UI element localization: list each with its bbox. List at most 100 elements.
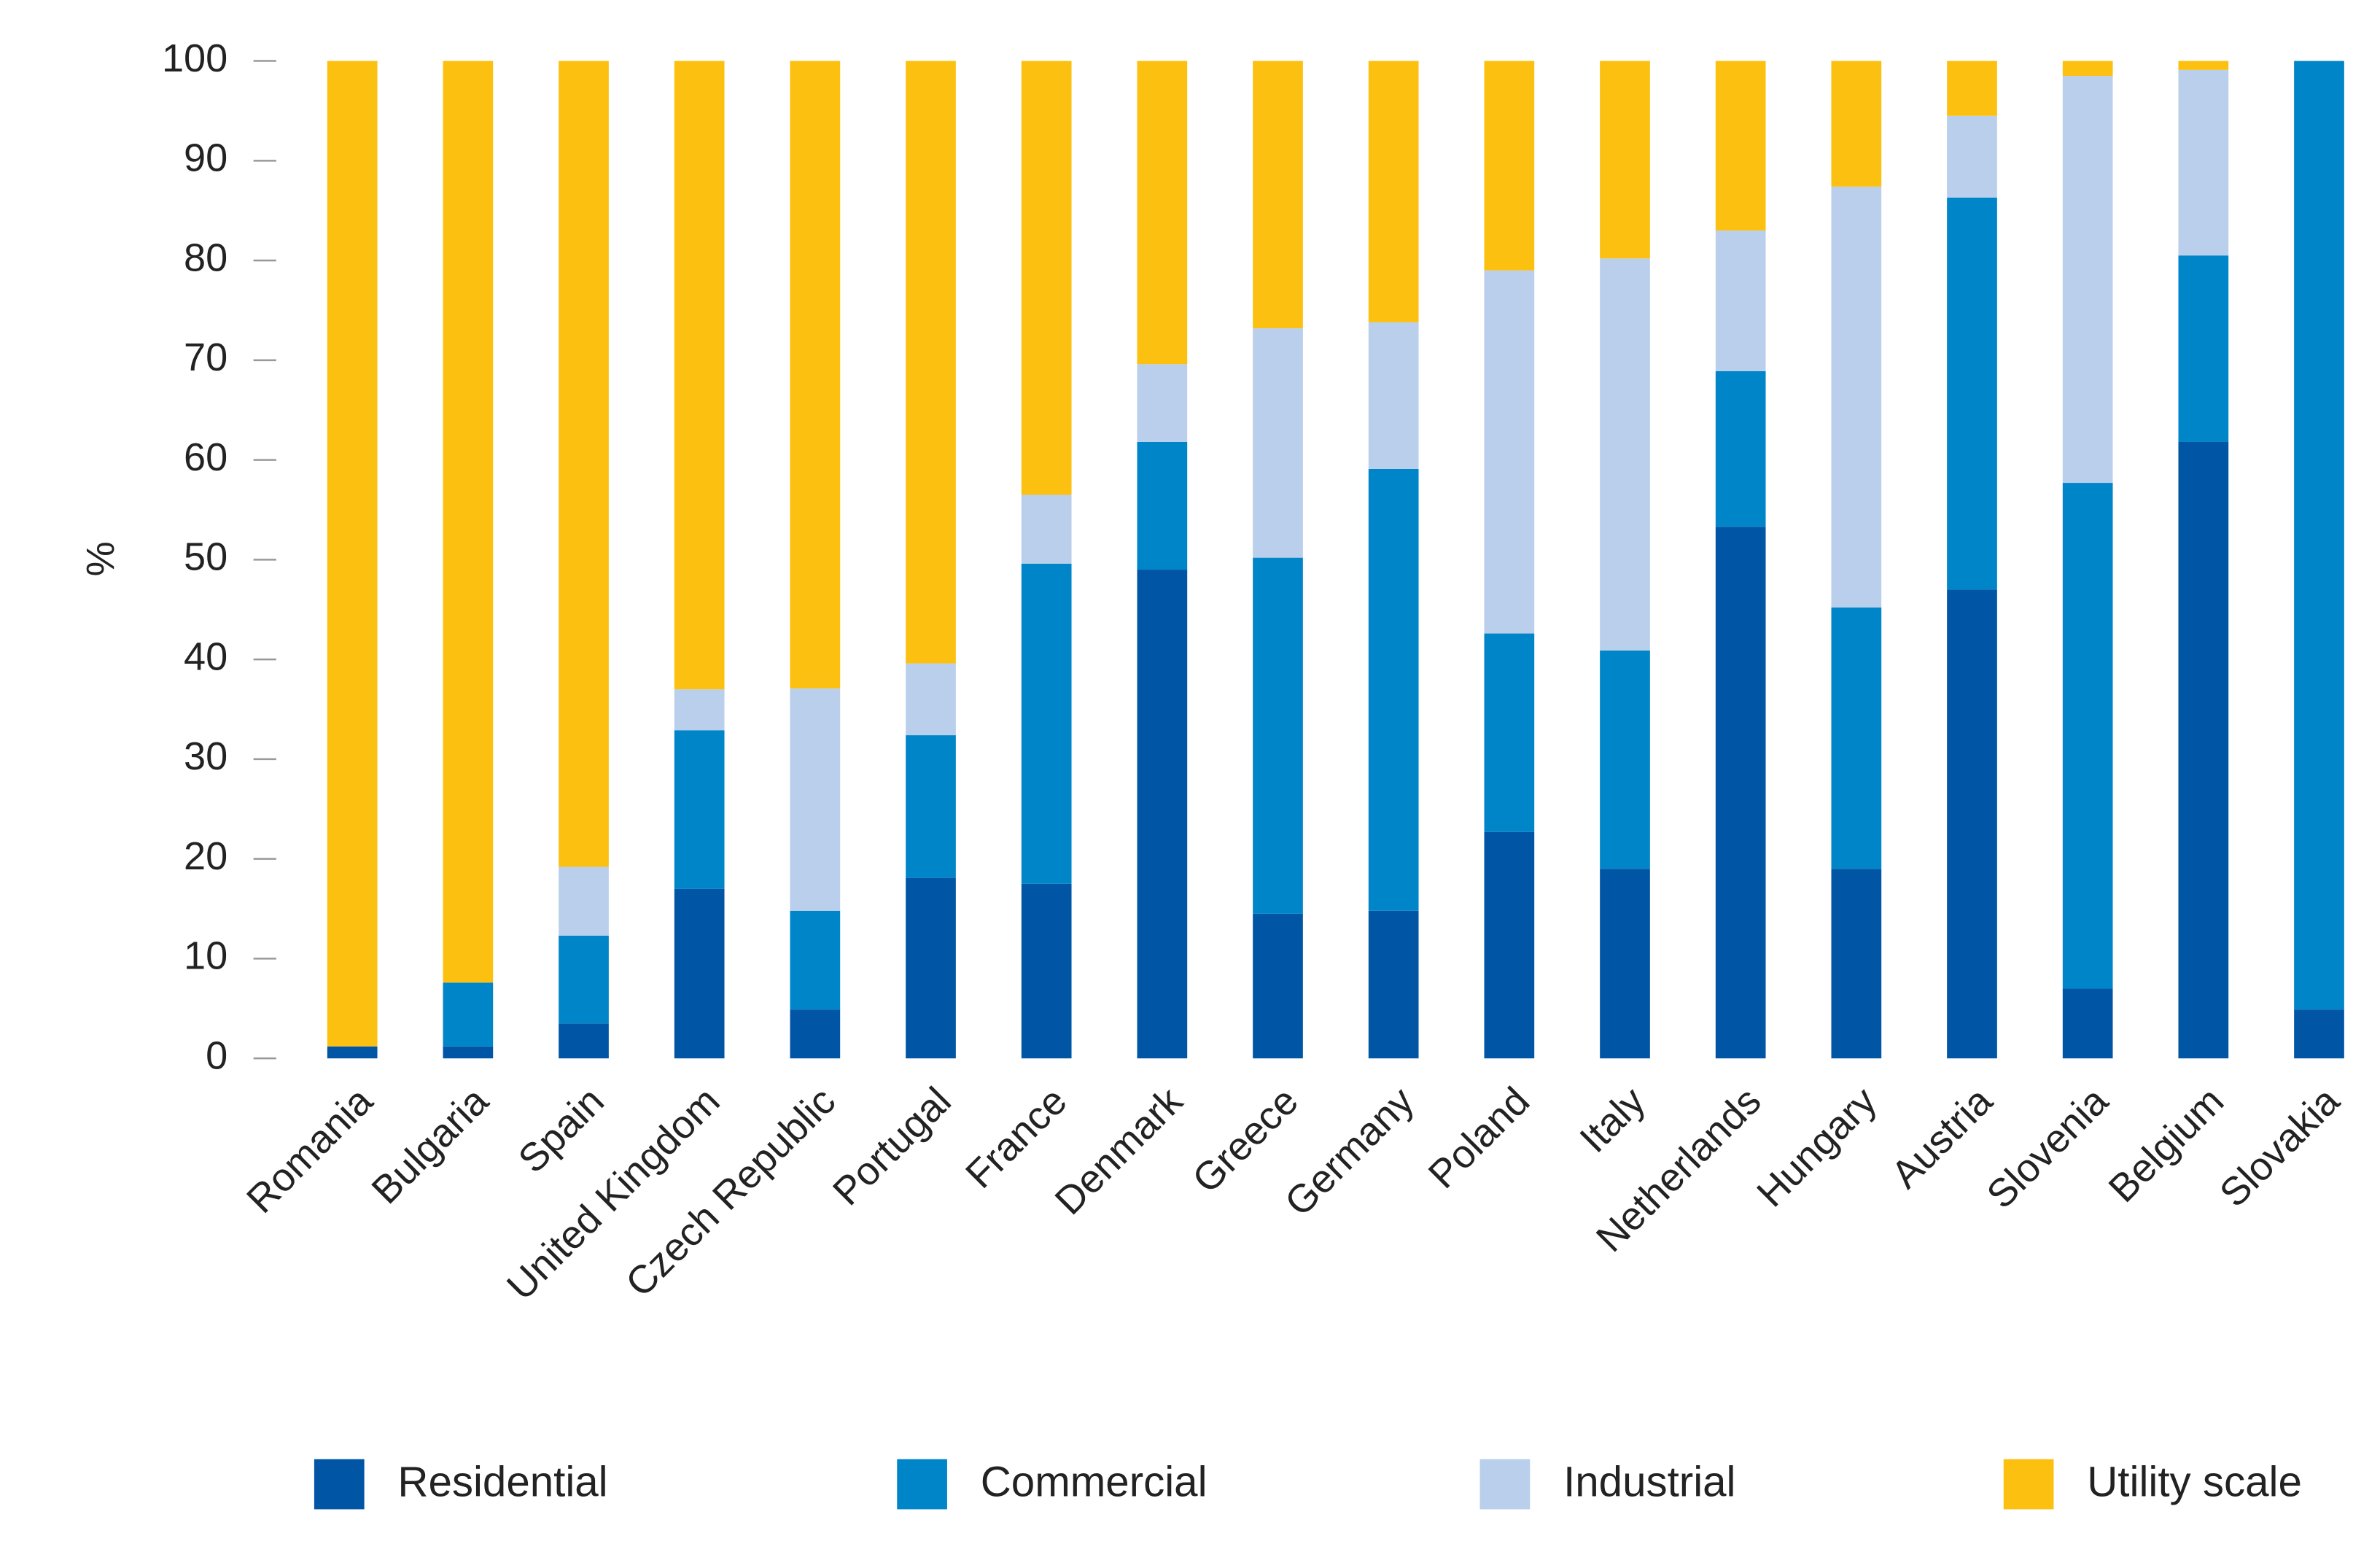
bar-segment <box>906 735 956 878</box>
bar-segment <box>2062 483 2113 989</box>
bar-segment <box>1831 608 1882 869</box>
bar-segment <box>1368 61 1419 322</box>
x-tick-label: Germany <box>1277 1079 1423 1225</box>
bar-segment <box>790 61 841 688</box>
bar-segment <box>2178 61 2229 70</box>
bar-segment <box>2062 76 2113 484</box>
bar-segment <box>327 1046 378 1059</box>
bar-segment <box>1253 913 1303 1059</box>
x-tick-label: Denmark <box>1047 1079 1191 1223</box>
y-axis-label: % <box>79 541 122 576</box>
bar-segment <box>2294 1009 2344 1059</box>
bar-segment <box>1947 115 1997 198</box>
bar-segment <box>1021 61 1072 495</box>
bar-segment <box>1253 557 1303 914</box>
bar-segment <box>790 688 841 911</box>
y-tick-label: 80 <box>184 236 228 279</box>
x-tick-label: Slovenia <box>1978 1079 2117 1217</box>
x-tick-label: Romania <box>238 1079 381 1222</box>
bar-segment <box>327 61 378 1047</box>
bar-segment <box>2178 69 2229 256</box>
bar-segment <box>1715 527 1766 1059</box>
bar-segment <box>2294 61 2344 1010</box>
bar-segment <box>2062 61 2113 77</box>
x-tick-label: Poland <box>1420 1079 1539 1197</box>
y-tick-label: 40 <box>184 635 228 678</box>
bar-segment <box>559 935 609 1024</box>
bar-segment <box>790 910 841 1010</box>
bar-segment <box>674 689 725 731</box>
y-tick-label: 30 <box>184 734 228 778</box>
legend-label: Commercial <box>981 1459 1208 1506</box>
bar-segment <box>674 888 725 1059</box>
y-tick-label: 100 <box>162 36 228 80</box>
bar-segment <box>559 1023 609 1059</box>
x-tick-label: Slovakia <box>2212 1079 2349 1216</box>
x-tick-label: United Kingdom <box>499 1079 728 1308</box>
y-tick-label: 60 <box>184 435 228 479</box>
bar-segment <box>2178 441 2229 1059</box>
y-tick-label: 90 <box>184 136 228 180</box>
bar-segment <box>559 61 609 867</box>
bar-segment <box>443 61 494 983</box>
bar-segment <box>1831 61 1882 187</box>
y-tick-label: 0 <box>206 1033 228 1077</box>
x-tick-label: Portugal <box>825 1079 960 1214</box>
bar-segment <box>1600 61 1650 259</box>
x-tick-label: Belgium <box>2101 1079 2233 1211</box>
legend-label: Residential <box>397 1459 607 1506</box>
legend-swatch <box>897 1459 947 1510</box>
legend-label: Utility scale <box>2087 1459 2302 1506</box>
bar-segment <box>1368 468 1419 911</box>
bar-segment <box>443 1046 494 1059</box>
y-tick-label: 50 <box>184 535 228 579</box>
bar-segment <box>1368 910 1419 1059</box>
bar-segment <box>790 1009 841 1059</box>
x-tick-label: Hungary <box>1749 1079 1885 1215</box>
bar-segment <box>1021 883 1072 1059</box>
bar-segment <box>1137 364 1188 442</box>
legend-label: Industrial <box>1563 1459 1735 1506</box>
bar-segment <box>1947 61 1997 116</box>
bar-segment <box>906 663 956 736</box>
bar-segment <box>1831 186 1882 608</box>
bar-segment <box>1137 61 1188 365</box>
bar-segment <box>1253 61 1303 329</box>
y-tick-label: 10 <box>184 934 228 978</box>
bar-segment <box>1137 570 1188 1059</box>
x-tick-label: Bulgaria <box>363 1079 497 1212</box>
bar-segment <box>1600 650 1650 869</box>
bar-segment <box>1253 328 1303 558</box>
bar-segment <box>1484 61 1535 271</box>
bar-segment <box>1600 869 1650 1059</box>
x-tick-label: France <box>957 1079 1076 1197</box>
legend-swatch <box>2003 1459 2054 1510</box>
bar-segment <box>1947 589 1997 1059</box>
bar-segment <box>1021 494 1072 564</box>
y-tick-label: 20 <box>184 834 228 878</box>
bar-segment <box>1137 441 1188 570</box>
bar-segment <box>2062 988 2113 1059</box>
bar-segment <box>1484 270 1535 634</box>
bar-segment <box>1715 61 1766 231</box>
bar-segment <box>1600 258 1650 651</box>
x-tick-label: Austria <box>1883 1079 2001 1197</box>
bar-segment <box>674 730 725 889</box>
x-tick-label: Italy <box>1571 1079 1654 1161</box>
x-tick-label: Czech Republic <box>618 1079 844 1305</box>
bar-segment <box>674 61 725 690</box>
bar-segment <box>1368 322 1419 469</box>
bar-segment <box>1715 230 1766 371</box>
legend-swatch <box>314 1459 365 1510</box>
bar-segment <box>1715 370 1766 527</box>
bar-segment <box>2178 255 2229 442</box>
bar-segment <box>1484 633 1535 832</box>
bar-segment <box>906 877 956 1059</box>
bar-segment <box>559 866 609 936</box>
y-tick-label: 70 <box>184 335 228 379</box>
x-tick-label: Spain <box>510 1079 612 1181</box>
bar-segment <box>443 982 494 1047</box>
bar-segment <box>1831 869 1882 1059</box>
